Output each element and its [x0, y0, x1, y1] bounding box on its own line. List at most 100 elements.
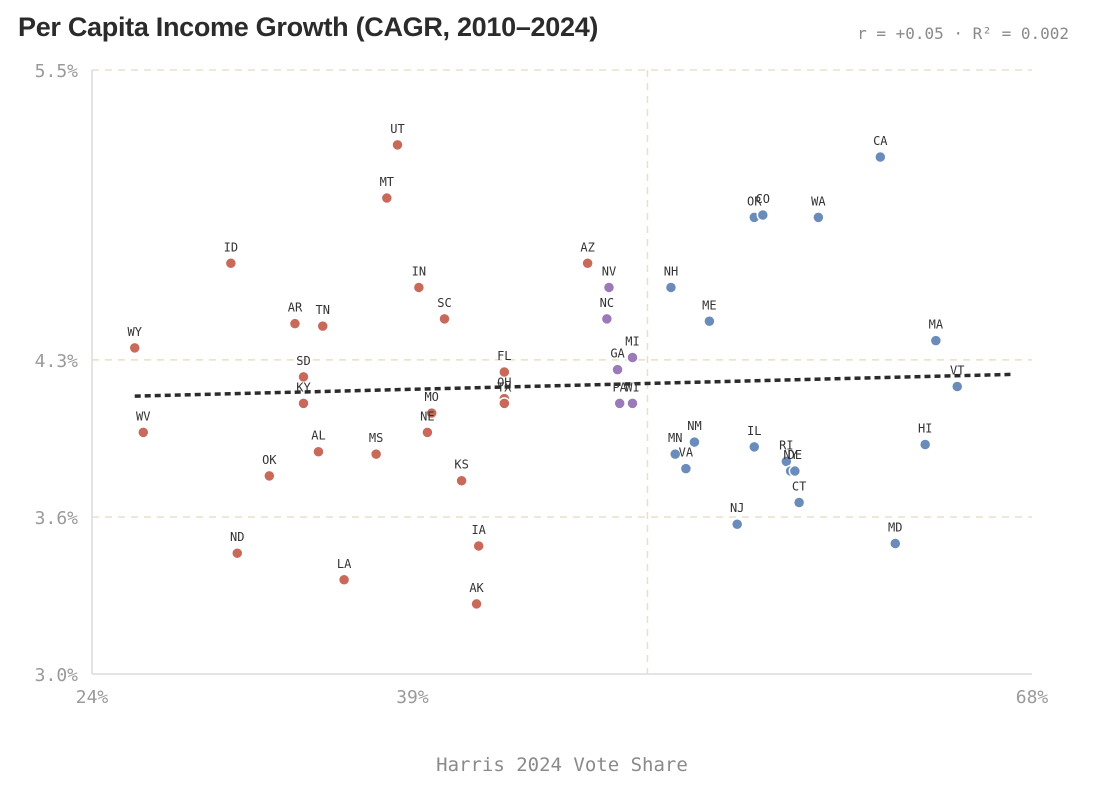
axis-layer: 5.5% 4.3% 3.6% 3.0%24% 39% 68% [35, 61, 1049, 708]
point-label-ne: NE [420, 409, 434, 423]
labels-layer: WY WV ID ND OK AR SD KY AL TN LA MS MT UT IN NE MO SC KS IA… [128, 122, 965, 595]
data-point-ut[interactable] [391, 138, 404, 152]
data-point-wi[interactable] [626, 397, 639, 410]
data-point-ct[interactable] [792, 496, 806, 509]
data-point-mo[interactable] [425, 406, 438, 420]
data-point-va[interactable] [679, 462, 693, 475]
point-label-ca: CA [873, 134, 888, 148]
x-tick-label: 68% [1016, 687, 1049, 708]
point-label-ak: AK [469, 581, 484, 595]
point-label-ar: AR [288, 301, 303, 315]
point-label-nj: NJ [730, 501, 744, 515]
data-point-fl[interactable] [498, 365, 511, 379]
data-point-me[interactable] [703, 315, 716, 328]
point-label-hi: HI [918, 421, 932, 435]
y-tick-label: 5.5% [35, 61, 79, 82]
point-label-pa: PA [612, 380, 627, 394]
y-tick-label: 3.6% [35, 508, 79, 529]
data-point-tx[interactable] [498, 397, 511, 410]
x-axis-label: Harris 2024 Vote Share [436, 754, 688, 776]
data-point-nj[interactable] [730, 517, 744, 531]
data-point-co[interactable] [756, 208, 770, 222]
point-label-vt: VT [950, 363, 964, 377]
point-label-co: CO [756, 192, 770, 206]
point-label-ut: UT [390, 122, 404, 136]
data-point-ks[interactable] [455, 474, 468, 487]
chart-title: Per Capita Income Growth (CAGR, 2010–202… [18, 12, 599, 42]
point-label-me: ME [702, 298, 716, 312]
data-point-az[interactable] [581, 257, 594, 270]
point-label-oh: OH [497, 376, 511, 390]
data-point-al[interactable] [312, 445, 325, 458]
data-point-ga[interactable] [611, 363, 624, 376]
data-point-id[interactable] [224, 257, 238, 270]
data-point-ma[interactable] [929, 334, 943, 347]
point-label-in: IN [412, 264, 426, 278]
data-point-sc[interactable] [438, 312, 451, 326]
data-point-nc[interactable] [600, 312, 614, 326]
point-label-ms: MS [369, 431, 383, 445]
data-point-de[interactable] [788, 464, 802, 478]
point-label-wy: WY [128, 325, 143, 339]
point-label-nc: NC [600, 296, 614, 310]
point-label-mt: MT [380, 175, 394, 189]
data-point-wy[interactable] [128, 341, 141, 355]
data-point-sd[interactable] [297, 370, 310, 384]
data-point-nd[interactable] [231, 546, 244, 560]
point-label-wi: WI [625, 380, 639, 394]
data-point-md[interactable] [889, 537, 902, 550]
point-label-ct: CT [792, 479, 806, 493]
point-label-tn: TN [316, 303, 330, 317]
data-point-mn[interactable] [668, 447, 682, 461]
data-point-nm[interactable] [688, 435, 701, 449]
data-point-ia[interactable] [472, 539, 485, 553]
point-label-wv: WV [136, 409, 150, 423]
point-label-ma: MA [929, 318, 944, 332]
trendline [134, 372, 1011, 398]
data-point-in[interactable] [412, 281, 426, 294]
data-point-mi[interactable] [626, 351, 639, 364]
data-point-ca[interactable] [874, 150, 887, 164]
data-point-hi[interactable] [918, 438, 932, 451]
trend-layer [134, 372, 1011, 398]
point-label-la: LA [337, 557, 352, 571]
point-label-il: IL [747, 424, 761, 438]
point-label-ky: KY [296, 380, 311, 394]
data-point-wa[interactable] [812, 211, 825, 224]
data-point-ar[interactable] [288, 317, 302, 330]
data-point-la[interactable] [337, 573, 351, 587]
point-label-nd: ND [230, 530, 244, 544]
data-point-ky[interactable] [297, 397, 310, 410]
point-label-md: MD [888, 521, 902, 535]
data-point-nh[interactable] [664, 281, 678, 294]
data-point-tn[interactable] [316, 319, 329, 333]
y-tick-label: 3.0% [35, 665, 79, 686]
point-label-nh: NH [664, 264, 678, 278]
point-label-al: AL [311, 429, 325, 443]
grid-layer [92, 69, 1032, 674]
data-point-wv[interactable] [137, 426, 150, 439]
data-point-ms[interactable] [369, 447, 383, 461]
data-point-nv[interactable] [602, 281, 616, 294]
point-label-az: AZ [580, 240, 594, 254]
data-point-pa[interactable] [613, 397, 626, 410]
correlation-stats: r = +0.05 · R² = 0.002 [857, 24, 1069, 43]
point-label-wa: WA [811, 194, 826, 208]
point-label-ks: KS [454, 458, 468, 472]
data-point-vt[interactable] [950, 380, 964, 393]
point-label-nv: NV [602, 264, 616, 278]
data-point-ne[interactable] [421, 426, 434, 439]
point-label-ia: IA [471, 523, 486, 537]
point-label-ok: OK [262, 453, 277, 467]
point-label-mn: MN [668, 431, 682, 445]
data-point-ak[interactable] [470, 597, 483, 611]
point-label-ri: RI [779, 438, 793, 452]
points-layer [128, 138, 964, 611]
data-point-il[interactable] [748, 440, 761, 454]
data-point-mt[interactable] [380, 191, 394, 205]
point-label-nm: NM [687, 419, 701, 433]
data-point-ok[interactable] [263, 469, 276, 483]
point-label-tx: TX [497, 380, 512, 394]
x-tick-label: 24% [76, 687, 109, 708]
